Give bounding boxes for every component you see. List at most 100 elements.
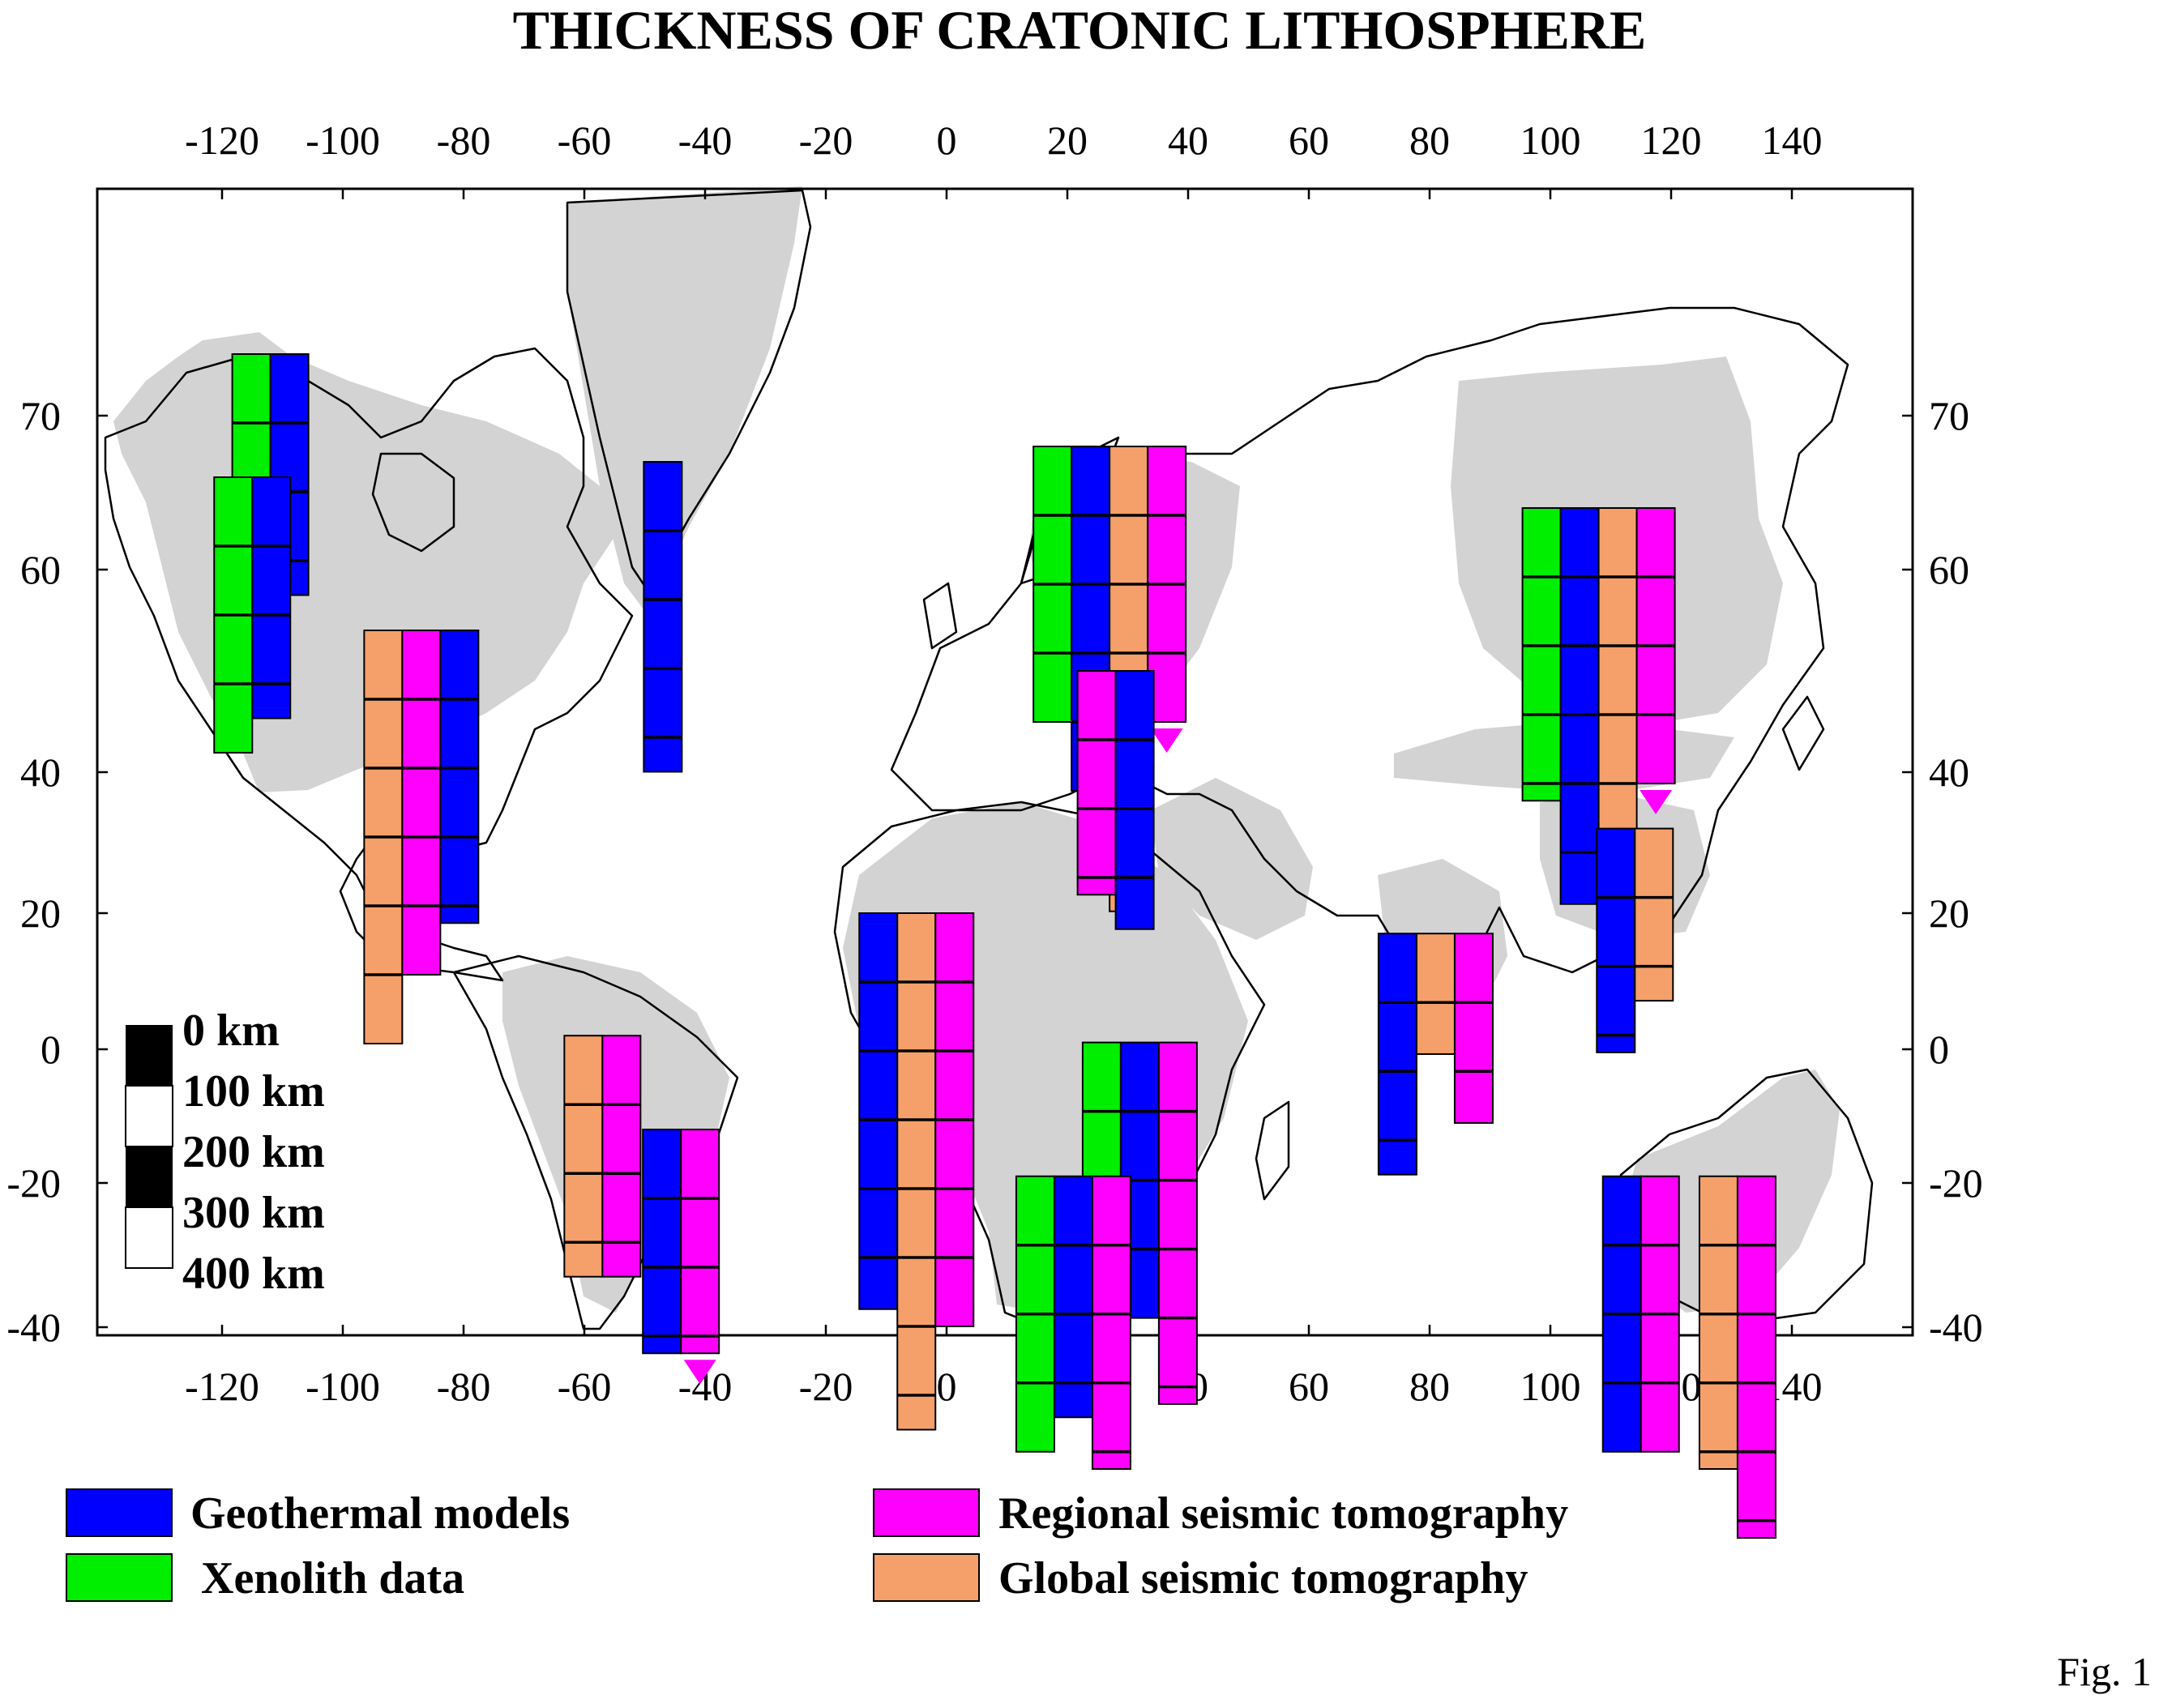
legend-swatch-xenolith (66, 1553, 173, 1602)
site-5-column-geothermal (1114, 670, 1155, 930)
site-7 (1596, 827, 1674, 1053)
site-12 (563, 1035, 642, 1278)
lon-label-bottom-3: -60 (558, 1364, 612, 1409)
legend-swatch-global (873, 1553, 980, 1602)
site-10 (1081, 1041, 1198, 1405)
site-12-column-global (563, 1035, 604, 1278)
lon-label-bottom-5: -20 (799, 1364, 853, 1409)
lat-label-left-3: 20 (20, 890, 61, 936)
site-11 (1015, 1175, 1131, 1470)
lat-label-left-6: -40 (6, 1304, 61, 1350)
site-6-column-geothermal (1559, 507, 1600, 905)
lon-label-top-6: 0 (937, 117, 957, 163)
lon-label-top-4: -40 (678, 117, 733, 163)
site-3 (643, 461, 683, 773)
measurement-sites (213, 353, 1776, 1539)
lon-label-bottom-11: 100 (1520, 1364, 1581, 1409)
site-2 (363, 630, 480, 1044)
lon-label-top-0: -120 (185, 117, 259, 163)
legend-label-regional: Regional seismic tomography (998, 1488, 1568, 1539)
lon-label-bottom-2: -80 (437, 1364, 491, 1409)
coast-british-isles (922, 582, 958, 650)
depth-label-400: 400 km (182, 1249, 325, 1299)
site-13-arrow-marker (683, 1360, 716, 1385)
site-3-column-geothermal (643, 461, 683, 773)
site-5 (1076, 670, 1155, 930)
coast-madagascar (1255, 1100, 1290, 1201)
site-1 (213, 476, 292, 754)
site-2-column-regional (401, 630, 442, 976)
site-8-column-global (1415, 933, 1456, 1055)
lon-label-top-12: 120 (1641, 117, 1702, 163)
site-2-column-geothermal (439, 630, 480, 924)
legend-label-xenolith: Xenolith data (201, 1553, 464, 1603)
depth-label-0: 0 km (182, 1006, 280, 1056)
figure-label: Fig. 1 (2057, 1649, 2152, 1694)
site-13-column-regional (680, 1129, 720, 1355)
depth-scale-seg-2 (126, 1146, 173, 1207)
lon-label-top-11: 100 (1520, 117, 1581, 163)
coast-japan (1781, 695, 1825, 771)
site-6-arrow-marker (1640, 790, 1673, 814)
site-9 (858, 912, 975, 1431)
site-8 (1377, 933, 1494, 1176)
site-7-column-geothermal (1596, 827, 1636, 1053)
depth-scale-seg-1 (125, 1085, 173, 1147)
depth-scale-seg-0 (126, 1025, 173, 1086)
lon-label-bottom-10: 80 (1409, 1364, 1450, 1409)
lon-label-top-10: 80 (1409, 117, 1450, 163)
site-7-column-global (1634, 827, 1674, 1002)
lat-label-left-5: -20 (6, 1160, 61, 1206)
map-frame (96, 187, 1914, 1337)
lat-label-left-0: 70 (20, 393, 61, 438)
coast-hudson-bay (371, 452, 455, 553)
site-6-column-xenolith (1521, 507, 1562, 802)
lon-label-top-5: -20 (799, 117, 853, 163)
site-13 (642, 1129, 720, 1385)
legend-label-geothermal: Geothermal models (190, 1488, 570, 1539)
site-15 (1698, 1175, 1776, 1539)
lat-label-right-6: -40 (1929, 1304, 1983, 1350)
site-13-column-geothermal (642, 1129, 682, 1355)
site-1-column-geothermal (251, 476, 292, 719)
site-10-column-regional (1157, 1041, 1198, 1405)
lat-label-right-1: 60 (1929, 547, 1969, 592)
site-9-column-global (896, 912, 937, 1431)
site-8-column-regional (1453, 933, 1494, 1124)
site-15-column-regional (1736, 1175, 1776, 1539)
lat-label-right-4: 0 (1929, 1027, 1949, 1072)
lon-label-top-7: 20 (1047, 117, 1088, 163)
craton-greenland (567, 186, 802, 616)
lat-label-right-2: 40 (1929, 749, 1969, 795)
lat-label-left-1: 60 (20, 547, 61, 592)
depth-scale: 0 km 100 km 200 km 300 km 400 km (125, 1006, 325, 1299)
lat-label-right-5: -20 (1929, 1160, 1983, 1206)
lon-label-top-13: 140 (1762, 117, 1823, 163)
site-4-arrow-marker (1150, 728, 1183, 753)
lon-label-top-8: 40 (1168, 117, 1208, 163)
site-14 (1601, 1175, 1680, 1453)
site-8-column-geothermal (1377, 933, 1417, 1176)
depth-label-100: 100 km (182, 1066, 325, 1117)
lon-label-bottom-6: 0 (937, 1364, 957, 1409)
lat-label-left-4: 0 (41, 1027, 61, 1072)
legend-label-global: Global seismic tomography (998, 1553, 1528, 1603)
lon-label-bottom-9: 60 (1289, 1364, 1329, 1409)
coast-europe-asia (890, 306, 1849, 1023)
figure-title: THICKNESS OF CRATONIC LITHOSPHERE (513, 0, 1647, 61)
site-9-column-geothermal (858, 912, 899, 1310)
depth-scale-seg-3 (125, 1206, 173, 1269)
site-12-column-regional (601, 1035, 642, 1278)
lon-label-top-2: -80 (437, 117, 491, 163)
lon-label-bottom-1: -100 (306, 1364, 380, 1409)
site-5-column-regional (1076, 670, 1117, 896)
legend: Geothermal models Xenolith data Regional… (66, 1488, 1568, 1603)
lon-label-bottom-0: -120 (185, 1364, 259, 1409)
legend-swatch-geothermal (66, 1488, 173, 1537)
axis-ticks (97, 189, 1913, 1335)
lat-label-left-2: 40 (20, 749, 61, 795)
depth-label-200: 200 km (182, 1127, 325, 1177)
craton-arabia (1151, 778, 1313, 940)
